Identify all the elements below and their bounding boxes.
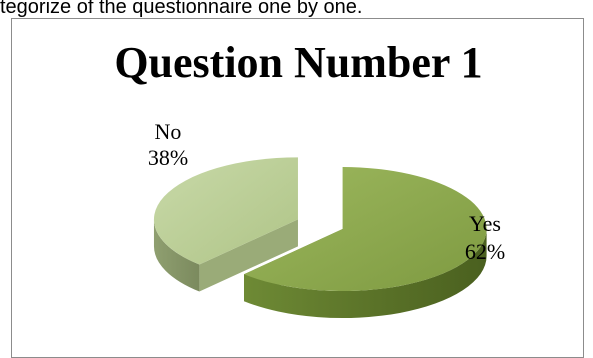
slice-value-no: 38% — [148, 145, 188, 170]
slice-value-yes: 62% — [465, 239, 505, 264]
slice-side-no — [153, 219, 200, 292]
slice-top-yes — [244, 167, 487, 292]
chart-frame: Question Number 1 No 38% Yes — [11, 18, 584, 358]
slice-side-yes — [244, 229, 487, 319]
slice-label-yes: Yes — [469, 211, 501, 236]
pie-chart: No 38% Yes 62% — [148, 119, 505, 319]
slice-top-no — [153, 157, 298, 265]
slice-label-no: No — [155, 119, 182, 144]
body-text-line: tegorize of the questionnaire one by one… — [0, 0, 363, 18]
chart-title: Question Number 1 — [114, 38, 483, 87]
slice-wall-no — [199, 219, 298, 292]
